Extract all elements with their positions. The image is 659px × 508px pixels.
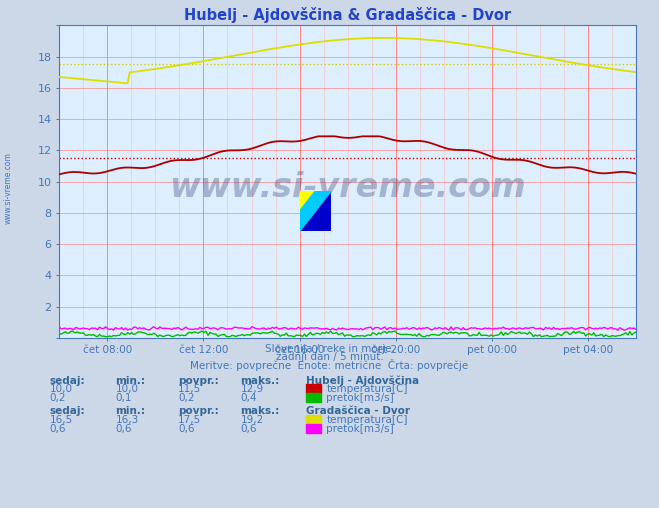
Text: zadnji dan / 5 minut.: zadnji dan / 5 minut.	[275, 352, 384, 362]
Text: 16,5: 16,5	[49, 415, 72, 425]
Text: 0,4: 0,4	[241, 393, 257, 403]
Text: pretok[m3/s]: pretok[m3/s]	[326, 393, 394, 403]
Polygon shape	[300, 190, 316, 211]
Text: 0,6: 0,6	[115, 424, 132, 434]
Text: Slovenija / reke in morje.: Slovenija / reke in morje.	[264, 343, 395, 354]
Text: Meritve: povprečne  Enote: metrične  Črta: povprečje: Meritve: povprečne Enote: metrične Črta:…	[190, 359, 469, 371]
Text: 11,5: 11,5	[178, 384, 201, 394]
Text: Hubelj - Ajdovščina: Hubelj - Ajdovščina	[306, 375, 420, 386]
Text: sedaj:: sedaj:	[49, 406, 85, 416]
Text: 0,6: 0,6	[49, 424, 66, 434]
Text: maks.:: maks.:	[241, 406, 280, 416]
Text: 0,2: 0,2	[49, 393, 66, 403]
Text: www.si-vreme.com: www.si-vreme.com	[169, 171, 526, 204]
Text: 17,5: 17,5	[178, 415, 201, 425]
Polygon shape	[300, 190, 331, 231]
Text: www.si-vreme.com: www.si-vreme.com	[4, 152, 13, 224]
Text: 19,2: 19,2	[241, 415, 264, 425]
Title: Hubelj - Ajdovščina & Gradaščica - Dvor: Hubelj - Ajdovščina & Gradaščica - Dvor	[184, 7, 511, 23]
Text: sedaj:: sedaj:	[49, 375, 85, 386]
Text: 10,0: 10,0	[115, 384, 138, 394]
Text: 12,9: 12,9	[241, 384, 264, 394]
Text: temperatura[C]: temperatura[C]	[326, 384, 408, 394]
Text: Gradaščica - Dvor: Gradaščica - Dvor	[306, 406, 411, 416]
Text: min.:: min.:	[115, 375, 146, 386]
Text: 16,3: 16,3	[115, 415, 138, 425]
Text: maks.:: maks.:	[241, 375, 280, 386]
Polygon shape	[300, 190, 331, 231]
Text: min.:: min.:	[115, 406, 146, 416]
Text: povpr.:: povpr.:	[178, 375, 219, 386]
Text: povpr.:: povpr.:	[178, 406, 219, 416]
Text: 0,1: 0,1	[115, 393, 132, 403]
Text: 0,6: 0,6	[178, 424, 194, 434]
Text: pretok[m3/s]: pretok[m3/s]	[326, 424, 394, 434]
Text: 10,0: 10,0	[49, 384, 72, 394]
Text: temperatura[C]: temperatura[C]	[326, 415, 408, 425]
Text: 0,2: 0,2	[178, 393, 194, 403]
Text: 0,6: 0,6	[241, 424, 257, 434]
